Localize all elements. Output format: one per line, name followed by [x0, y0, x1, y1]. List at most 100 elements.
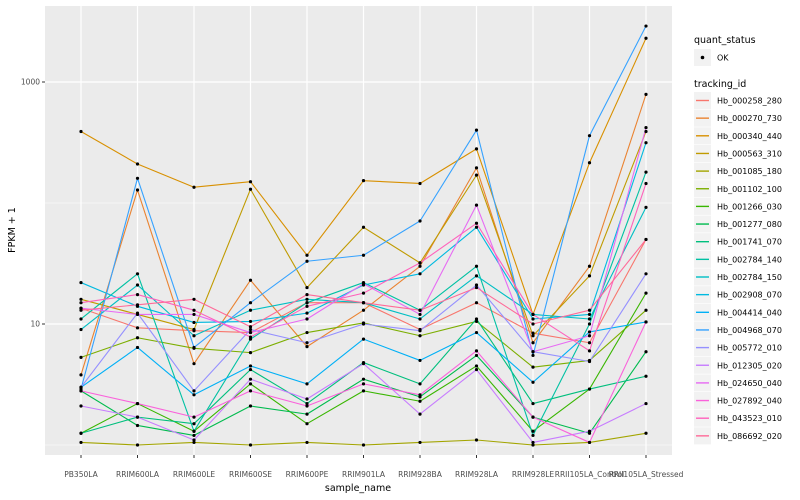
data-point — [474, 438, 479, 442]
data-point — [587, 359, 592, 364]
data-point — [531, 380, 535, 384]
data-point — [418, 329, 422, 333]
axis-ticks — [42, 81, 647, 458]
legend-item-label: Hb_000258_280 — [717, 97, 782, 106]
data-point — [418, 181, 422, 186]
legend-item-Hb_000270_730: Hb_000270_730 — [694, 109, 782, 127]
data-point — [79, 308, 83, 312]
data-point — [248, 327, 253, 332]
data-point — [192, 327, 196, 332]
data-point — [192, 440, 196, 445]
data-point — [361, 291, 366, 295]
data-point — [644, 125, 648, 130]
data-point — [644, 92, 648, 96]
data-point — [79, 327, 83, 332]
legend-item-Hb_001102_100: Hb_001102_100 — [694, 180, 782, 198]
x-tick-label: RRIM600LA — [116, 470, 160, 479]
x-tick-label: RRIM928LA — [455, 470, 499, 479]
legend-item-Hb_027892_040: Hb_027892_040 — [694, 392, 782, 410]
legend-item-Hb_001266_030: Hb_001266_030 — [694, 197, 782, 215]
data-point — [531, 322, 535, 326]
data-point — [531, 353, 535, 358]
data-point — [531, 312, 535, 317]
data-point — [135, 423, 140, 428]
x-tick-label: RRIM928BA — [398, 470, 443, 479]
data-point — [248, 187, 253, 191]
legend-item-label: Hb_043523_010 — [717, 414, 782, 423]
data-point — [248, 330, 253, 335]
data-point — [135, 162, 140, 166]
data-point — [79, 389, 83, 393]
data-point — [192, 334, 196, 338]
data-point — [474, 353, 479, 358]
data-point — [361, 377, 366, 381]
data-point — [531, 334, 535, 338]
data-point — [644, 350, 648, 354]
legend-item-Hb_000258_280: Hb_000258_280 — [694, 92, 782, 109]
legend-quant-status-title: quant_status — [694, 35, 756, 46]
y-axis-tick-labels: 10 1000 — [21, 78, 40, 329]
x-tick-label: RRII105LA_Control — [555, 470, 625, 479]
data-point — [587, 264, 592, 268]
legend-tracking-id-items: Hb_000258_280 Hb_000270_730 Hb_000340_440 H… — [694, 92, 782, 445]
data-point — [361, 282, 366, 286]
data-point — [644, 401, 648, 406]
data-point — [79, 385, 83, 389]
data-point — [135, 272, 140, 276]
data-point — [644, 291, 648, 295]
data-point — [135, 188, 140, 192]
data-point — [644, 170, 648, 174]
data-point — [644, 181, 648, 186]
data-point — [361, 382, 366, 386]
data-point — [418, 440, 422, 445]
data-point — [135, 312, 140, 317]
data-point — [587, 161, 592, 165]
data-point — [644, 141, 648, 145]
data-point — [418, 308, 422, 312]
data-point — [79, 280, 83, 285]
data-point — [418, 317, 422, 321]
legend-item-Hb_086692_020: Hb_086692_020 — [694, 427, 782, 445]
legend-item-Hb_043523_010: Hb_043523_010 — [694, 409, 782, 427]
legend-item-label: Hb_000340_440 — [717, 132, 782, 141]
data-point — [418, 382, 422, 386]
data-points — [79, 24, 648, 447]
x-tick-label: RRIM901LA — [342, 470, 386, 479]
data-point — [135, 176, 140, 180]
data-point — [305, 317, 309, 321]
data-point — [644, 36, 648, 40]
data-point — [79, 301, 83, 305]
data-point — [587, 429, 592, 433]
legend-item-label: Hb_004968_070 — [717, 326, 782, 335]
data-point — [531, 350, 535, 354]
data-point — [361, 225, 366, 229]
x-axis-tick-labels: PB350LA RRIM600LA RRIM600LE RRIM600SE RRIM60… — [64, 470, 683, 479]
data-point — [531, 341, 535, 345]
data-point — [135, 401, 140, 406]
y-axis-title: FPKM + 1 — [7, 207, 18, 253]
data-point — [644, 272, 648, 276]
data-point — [474, 367, 479, 372]
legend-item-label: Hb_002908_070 — [717, 291, 782, 300]
legend-tracking-id-title: tracking_id — [694, 79, 746, 90]
data-point — [192, 393, 196, 397]
data-point — [135, 303, 140, 307]
data-point — [587, 312, 592, 317]
data-point — [418, 334, 422, 338]
data-point — [361, 253, 366, 257]
data-point — [361, 179, 366, 183]
gridlines — [45, 6, 672, 455]
data-point — [418, 312, 422, 317]
data-point — [361, 308, 366, 312]
data-point — [644, 205, 648, 209]
data-point — [474, 173, 479, 177]
data-point — [361, 362, 366, 366]
legend-item-Hb_012305_020: Hb_012305_020 — [694, 356, 782, 374]
data-point — [418, 412, 422, 416]
data-point — [587, 334, 592, 338]
data-point — [248, 319, 253, 324]
legend-item-label: Hb_001277_080 — [717, 220, 782, 229]
legend-item-Hb_004968_070: Hb_004968_070 — [694, 321, 782, 339]
data-point — [305, 259, 309, 263]
